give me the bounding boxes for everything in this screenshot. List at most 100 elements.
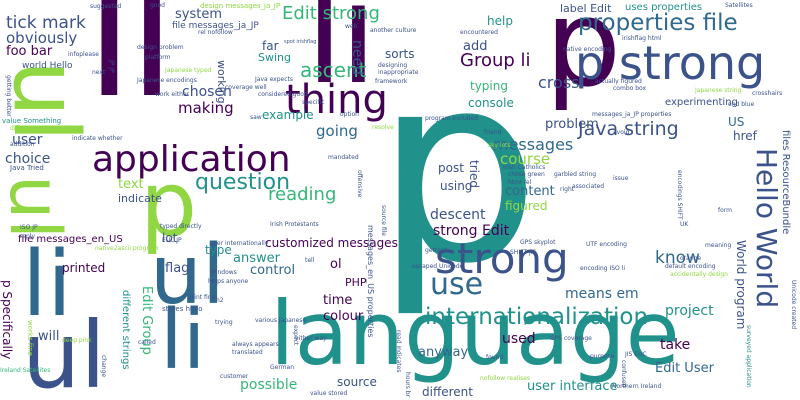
word: far [262, 39, 279, 53]
word: option [340, 111, 359, 118]
word: native2ascii program [95, 245, 159, 252]
word: cross [538, 73, 580, 92]
word: question [195, 170, 291, 195]
word: Northern Ireland [612, 383, 662, 390]
word: label Edit [560, 2, 612, 15]
word: descent [430, 207, 486, 223]
word: always appears [232, 341, 279, 348]
word: type [205, 243, 232, 257]
word: course [500, 150, 551, 168]
word: tick mark [6, 13, 86, 33]
word: files ResourceBundle [780, 130, 791, 235]
word: default encoding [665, 263, 716, 270]
word: coverage well [225, 84, 267, 91]
word: file messages_en_US [18, 234, 123, 245]
word: know [655, 248, 700, 268]
word: text [118, 177, 144, 192]
word: irishflag html [622, 35, 662, 42]
word: source file [380, 205, 387, 236]
word: making [178, 99, 234, 117]
word: ISO JP [20, 224, 38, 231]
word: customer [220, 373, 249, 380]
word: need [349, 40, 365, 75]
word: saw [250, 114, 262, 121]
word: internationalization [425, 304, 649, 330]
word: design problem [137, 44, 184, 51]
word: strong [435, 234, 569, 283]
word: uses properties [625, 2, 703, 13]
word: inappropriate [378, 69, 419, 76]
word: Group li [460, 50, 531, 71]
word: confused [620, 360, 627, 388]
word: experimenting [665, 97, 738, 108]
word: resolve [372, 124, 394, 131]
word: actually figured [595, 78, 642, 85]
word: indicate whether [72, 135, 123, 142]
word: program included [425, 115, 479, 122]
word: another culture [370, 27, 417, 34]
word: rel nofollow [198, 29, 233, 36]
word: spot irishflag [284, 39, 317, 45]
word: design messages_ja_JP [200, 2, 281, 10]
word: li [160, 293, 206, 388]
word: EUC JP [162, 237, 182, 244]
word: form [718, 207, 732, 214]
word: take [660, 337, 691, 353]
word: hours br [404, 372, 411, 398]
word: user [12, 132, 43, 148]
word: Japanese encodings [137, 77, 197, 84]
word: ol [330, 257, 342, 272]
word: typed directly [160, 223, 202, 230]
word: translated [232, 349, 263, 356]
word: either way [295, 335, 327, 342]
word: ul [0, 175, 76, 239]
word: li [305, 0, 378, 116]
word: customized messages [265, 236, 398, 250]
word: framework [375, 78, 408, 85]
word: ul [150, 228, 225, 323]
word: project [665, 303, 714, 319]
word: h2 [216, 297, 224, 304]
word: infoplease [68, 51, 99, 58]
word: figured [505, 199, 548, 213]
word: nofollow realises [480, 375, 531, 382]
word: called [138, 339, 156, 346]
word: UK [680, 221, 689, 228]
word: indicate [118, 192, 162, 205]
word: designing [378, 62, 408, 69]
word: user interface [527, 379, 618, 394]
word: deep pink [62, 337, 92, 344]
word: Edit strong [282, 3, 380, 24]
word: helps anyone [208, 278, 249, 285]
word: add [463, 39, 488, 54]
word: ascent [300, 58, 367, 82]
word: Edit User [655, 361, 714, 376]
word: value stored [310, 390, 348, 397]
word: escaped Unicode [412, 263, 464, 270]
word: help [487, 14, 513, 28]
word: Ireland Satellites [0, 367, 51, 374]
word: different [422, 385, 473, 399]
word: end blue [728, 101, 755, 108]
word: Irish Catholics [503, 164, 546, 171]
word: source [337, 375, 377, 389]
word: user internationally [210, 240, 269, 247]
word: properties file [578, 10, 738, 36]
word: typing [470, 79, 508, 93]
word: Irish Protestants [270, 221, 319, 228]
word: choice [5, 151, 51, 167]
word: found [486, 354, 504, 361]
word: issue [613, 175, 629, 182]
word: orange [680, 255, 702, 262]
word: messages [493, 135, 574, 154]
word: flag [165, 261, 190, 276]
word: work either [155, 91, 190, 98]
word: encoding ISO li [580, 265, 625, 272]
word: SHIFT JIS [510, 249, 537, 256]
word: Japanese string [695, 87, 742, 94]
word: Edit Group [139, 286, 154, 355]
word: trying [215, 319, 233, 326]
word: good [150, 2, 165, 9]
word: addition [10, 141, 35, 148]
word: surveyed application [745, 325, 752, 388]
